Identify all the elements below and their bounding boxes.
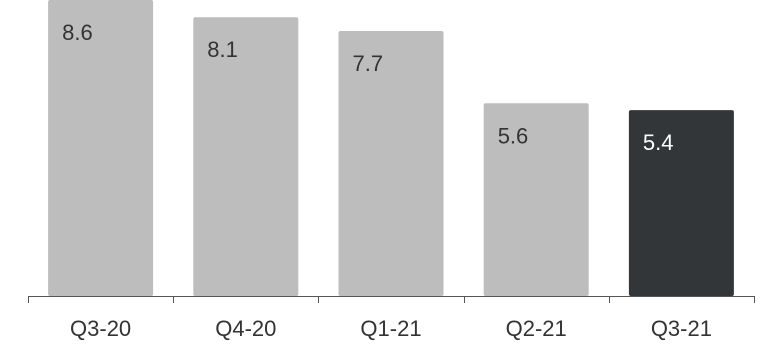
x-tick-label: Q3-21 [651, 316, 712, 341]
bar-q3-20 [48, 0, 154, 296]
bar-value-label: 8.6 [62, 20, 93, 45]
x-tick-label: Q3-20 [70, 316, 131, 341]
bar-q2-21 [483, 103, 589, 296]
x-tick-label: Q1-21 [360, 316, 421, 341]
x-tick-label: Q4-20 [215, 316, 276, 341]
bar-value-label: 5.4 [643, 130, 674, 155]
bar-value-label: 7.7 [353, 51, 384, 76]
bar-q1-21 [338, 30, 444, 296]
x-axis: Q3-20 Q4-20 Q1-21 Q2-21 Q3-21 [28, 296, 755, 341]
bars-group: 8.6 8.1 7.7 5.6 5.4 [48, 0, 734, 297]
bar-value-label: 8.1 [207, 37, 238, 62]
x-tick-label: Q2-21 [506, 316, 567, 341]
bar-value-label: 5.6 [498, 123, 529, 148]
bar-q3-21 [628, 110, 734, 297]
bar-q4-20 [193, 17, 299, 297]
